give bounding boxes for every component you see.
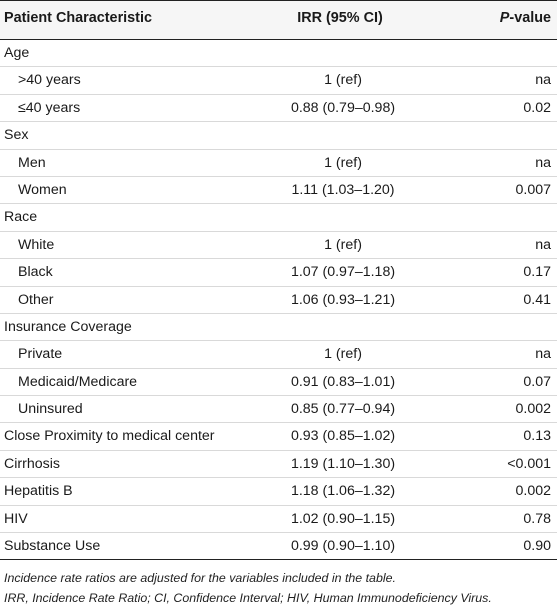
header-p-value: P-value bbox=[500, 10, 551, 26]
row-characteristic: Private bbox=[18, 346, 63, 363]
row-p-value: 0.41 bbox=[523, 291, 551, 308]
row-characteristic: >40 years bbox=[18, 72, 81, 89]
table-row: Sex bbox=[0, 122, 557, 150]
row-characteristic: Hepatitis B bbox=[4, 483, 73, 500]
row-characteristic: Cirrhosis bbox=[4, 455, 60, 472]
row-irr: 1 (ref) bbox=[324, 154, 362, 171]
row-p-value: 0.007 bbox=[515, 181, 551, 198]
table-row: Other 1.06 (0.93–1.21) 0.41 bbox=[0, 287, 557, 314]
row-characteristic: Other bbox=[18, 291, 54, 308]
row-characteristic: Race bbox=[4, 209, 38, 226]
row-characteristic: Men bbox=[18, 154, 46, 171]
row-p-value: na bbox=[535, 72, 551, 89]
row-p-value: na bbox=[535, 346, 551, 363]
row-characteristic: Insurance Coverage bbox=[4, 318, 132, 335]
row-characteristic: Age bbox=[4, 45, 30, 61]
table-row: Black 1.07 (0.97–1.18) 0.17 bbox=[0, 259, 557, 287]
row-p-value: 0.78 bbox=[523, 510, 551, 527]
row-irr: 0.91 (0.83–1.01) bbox=[290, 373, 396, 390]
row-characteristic: Medicaid/Medicare bbox=[18, 373, 138, 390]
row-irr: 1.06 (0.93–1.21) bbox=[290, 291, 396, 308]
row-irr: 1 (ref) bbox=[324, 236, 362, 253]
table-row: Close Proximity to medical center 0.93 (0… bbox=[0, 423, 557, 451]
row-characteristic: Substance Use bbox=[4, 538, 101, 555]
row-irr: 1 (ref) bbox=[324, 346, 362, 363]
row-p-value: <0.001 bbox=[507, 455, 551, 472]
table-row: Medicaid/Medicare 0.91 (0.83–1.01) 0.07 bbox=[0, 369, 557, 397]
row-characteristic: HIV bbox=[4, 510, 28, 527]
row-p-value: na bbox=[535, 236, 551, 253]
table-row: Private 1 (ref) na bbox=[0, 341, 557, 369]
row-irr: 0.88 (0.79–0.98) bbox=[290, 99, 396, 116]
table-footnotes: Incidence rate ratios are adjusted for t… bbox=[0, 560, 557, 608]
row-characteristic: White bbox=[18, 236, 55, 253]
row-irr: 0.93 (0.85–1.02) bbox=[290, 428, 396, 445]
row-p-value: 0.07 bbox=[523, 373, 551, 390]
row-characteristic: Close Proximity to medical center bbox=[4, 428, 215, 445]
row-p-value: 0.002 bbox=[515, 401, 551, 418]
table-row: ≤40 years 0.88 (0.79–0.98) 0.02 bbox=[0, 95, 557, 123]
table-row: Insurance Coverage bbox=[0, 314, 557, 342]
table-row: Uninsured 0.85 (0.77–0.94) 0.002 bbox=[0, 396, 557, 424]
row-irr: 1.18 (1.06–1.32) bbox=[290, 483, 396, 500]
row-irr: 1.11 (1.03–1.20) bbox=[291, 181, 395, 198]
table-row: Race bbox=[0, 204, 557, 232]
table-header: Patient Characteristic IRR (95% CI) P-va… bbox=[0, 0, 557, 40]
table-row: Hepatitis B 1.18 (1.06–1.32) 0.002 bbox=[0, 478, 557, 506]
footnote-abbreviations: IRR, Incidence Rate Ratio; CI, Confidenc… bbox=[4, 591, 492, 606]
row-irr: 1.07 (0.97–1.18) bbox=[290, 264, 396, 281]
table-row: Substance Use 0.99 (0.90–1.10) 0.90 bbox=[0, 533, 557, 561]
row-characteristic: Uninsured bbox=[18, 401, 83, 418]
table-row: Cirrhosis 1.19 (1.10–1.30) <0.001 bbox=[0, 451, 557, 479]
row-irr: 1.02 (0.90–1.15) bbox=[290, 510, 396, 527]
row-p-value: 0.02 bbox=[523, 99, 551, 116]
row-characteristic: Women bbox=[18, 181, 67, 198]
footnote-adjustment: Incidence rate ratios are adjusted for t… bbox=[4, 571, 396, 586]
table-row: Men 1 (ref) na bbox=[0, 150, 557, 177]
row-characteristic: ≤40 years bbox=[18, 99, 81, 116]
row-p-value: 0.002 bbox=[515, 483, 551, 500]
row-irr: 1 (ref) bbox=[324, 72, 362, 89]
table-row: Age bbox=[0, 40, 557, 68]
row-p-value: na bbox=[535, 154, 551, 171]
table-row: >40 years 1 (ref) na bbox=[0, 67, 557, 95]
header-p-letter: P bbox=[499, 10, 510, 26]
row-irr: 1.19 (1.10–1.30) bbox=[290, 455, 396, 472]
row-p-value: 0.90 bbox=[523, 538, 551, 555]
table-row: HIV 1.02 (0.90–1.15) 0.78 bbox=[0, 506, 557, 534]
table-body: Age >40 years 1 (ref) na ≤40 years 0.88 (0.79… bbox=[0, 40, 557, 561]
header-p-suffix: -value bbox=[509, 10, 551, 26]
table-row: White 1 (ref) na bbox=[0, 232, 557, 260]
row-p-value: 0.13 bbox=[523, 428, 551, 445]
table-row: Women 1.11 (1.03–1.20) 0.007 bbox=[0, 177, 557, 205]
row-irr: 0.99 (0.90–1.10) bbox=[290, 538, 396, 555]
results-table: Patient Characteristic IRR (95% CI) P-va… bbox=[0, 0, 557, 561]
header-irr: IRR (95% CI) bbox=[297, 10, 383, 26]
row-irr: 0.85 (0.77–0.94) bbox=[290, 401, 396, 418]
row-p-value: 0.17 bbox=[523, 264, 551, 281]
row-characteristic: Sex bbox=[4, 127, 29, 144]
row-characteristic: Black bbox=[18, 264, 53, 281]
header-characteristic: Patient Characteristic bbox=[4, 10, 152, 26]
